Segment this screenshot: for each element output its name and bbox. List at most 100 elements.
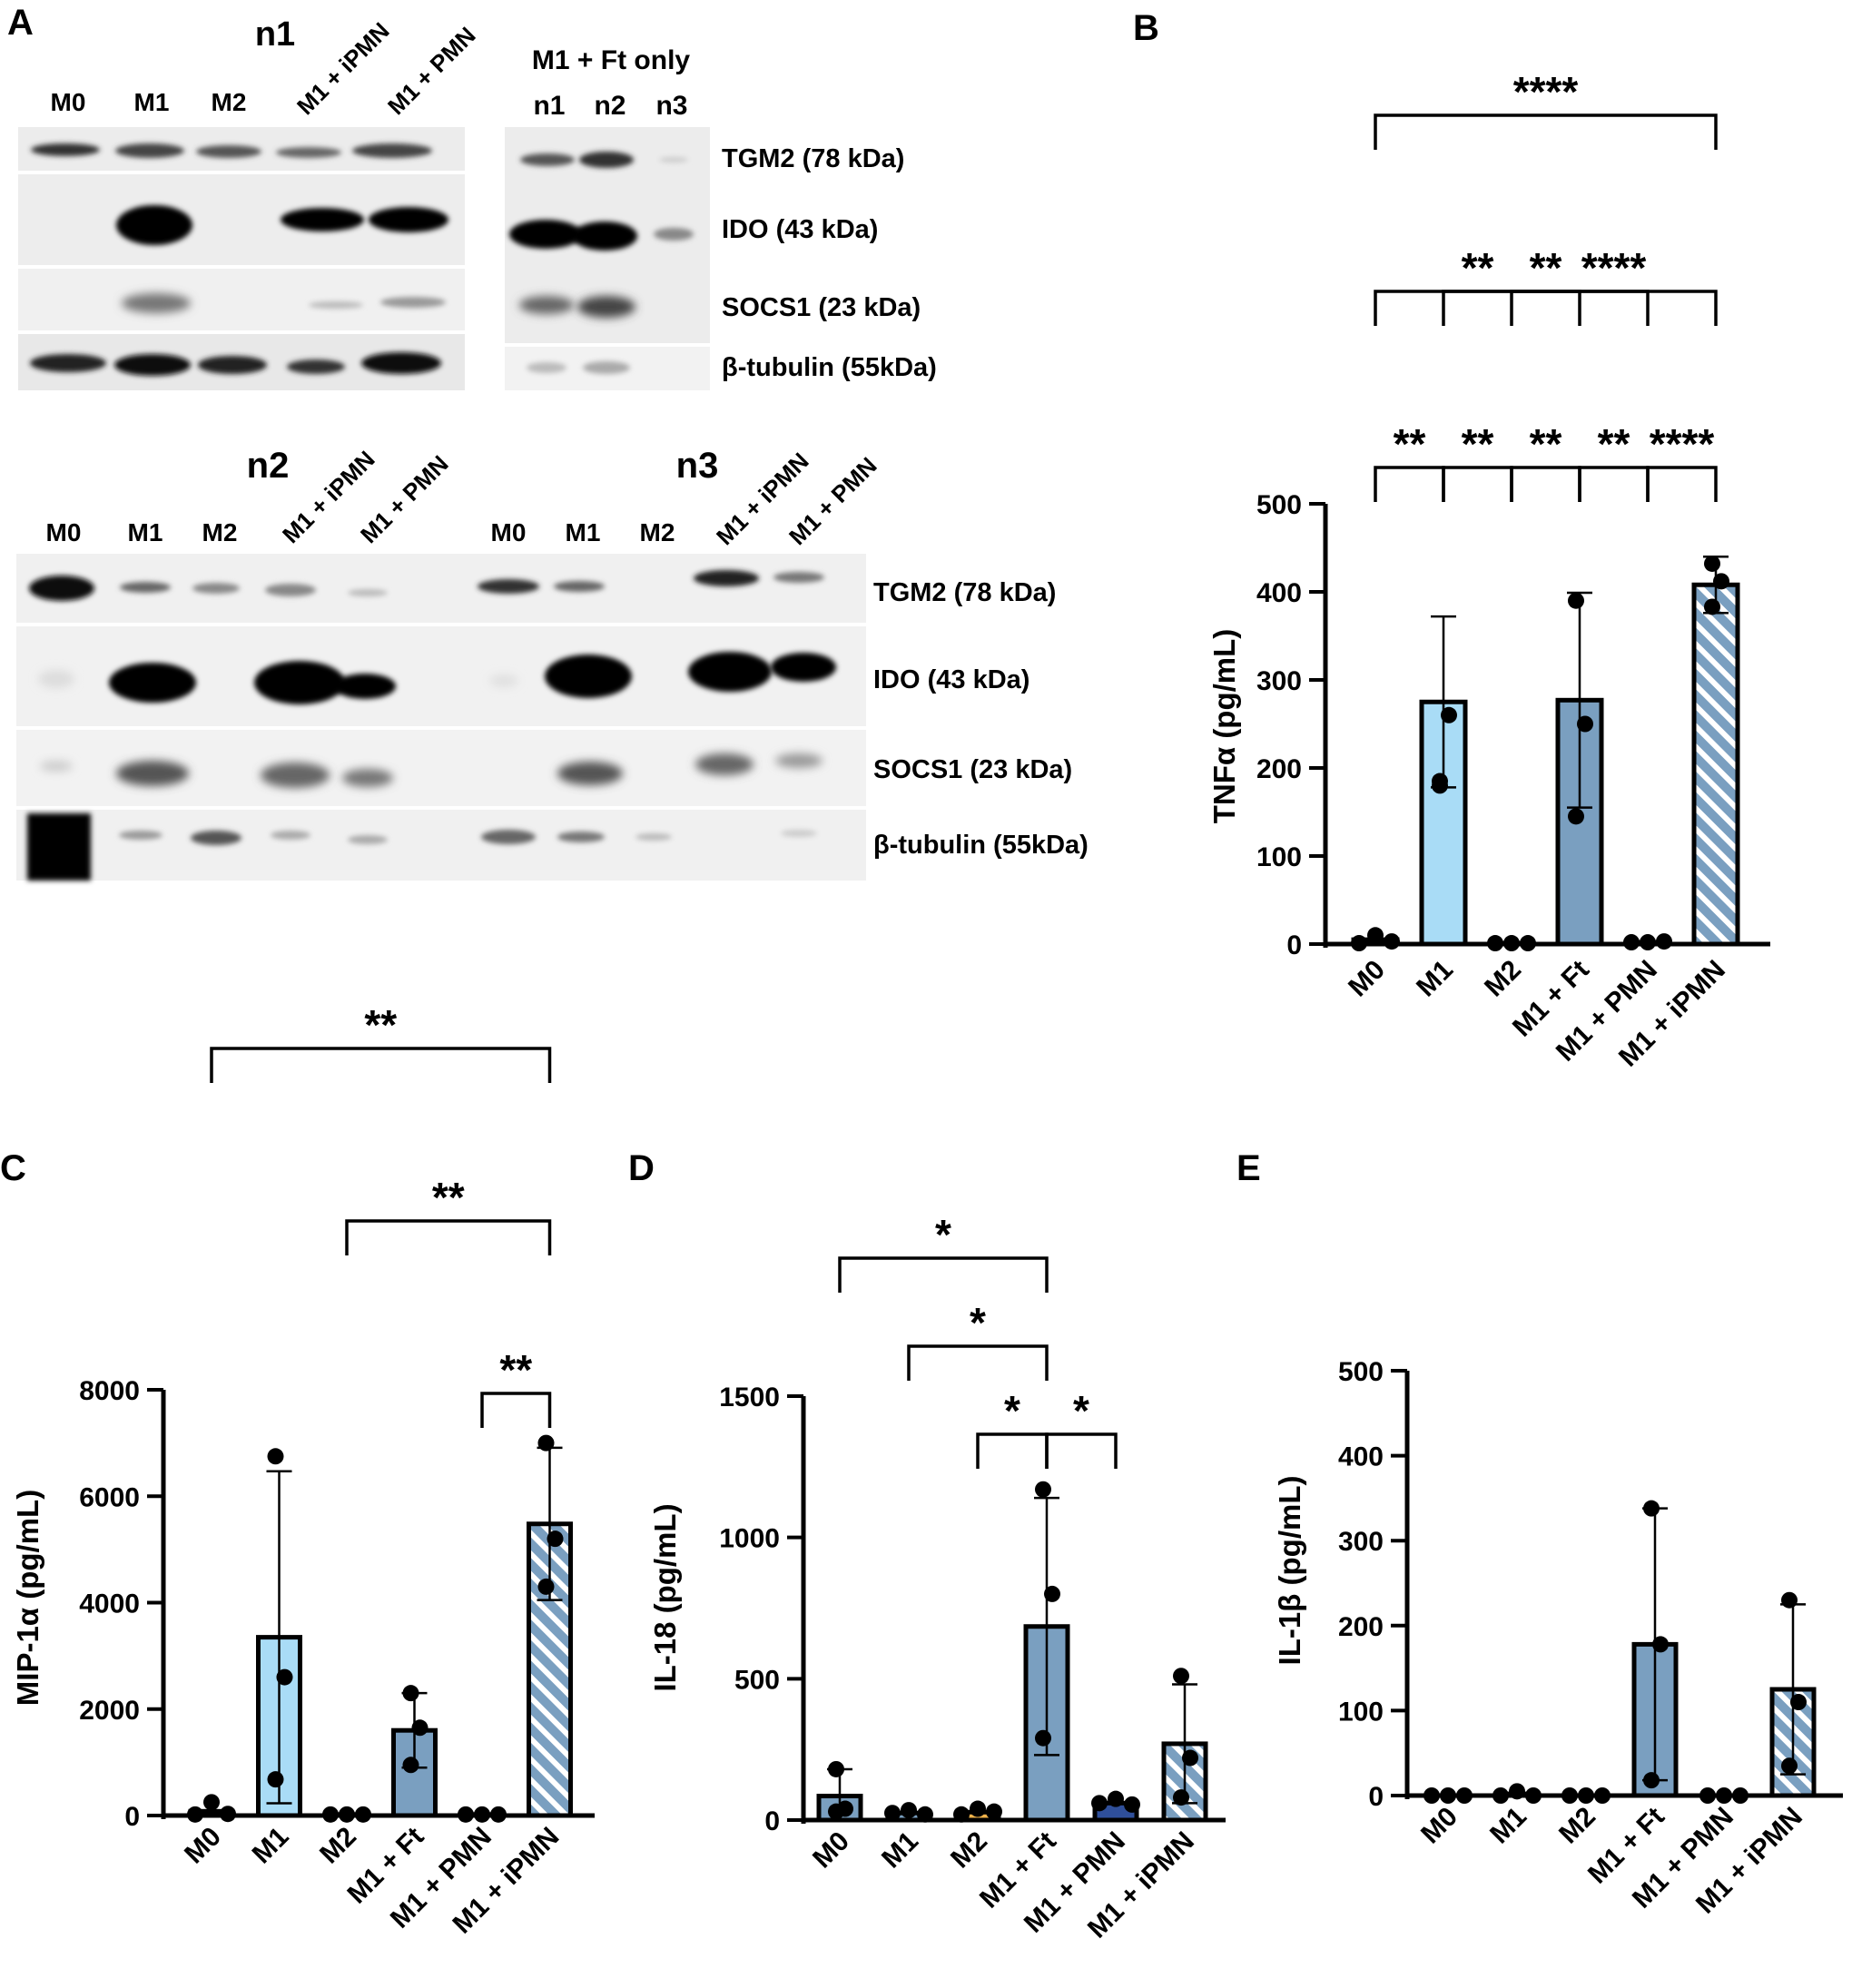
data-point: [1432, 777, 1448, 794]
band-label: TGM2 (78 kDa): [722, 144, 904, 173]
significance-bracket: [1045, 1432, 1118, 1469]
band: [281, 208, 364, 231]
data-point: [1367, 927, 1384, 944]
blot-n1: n1 M0 M1 M2 M1 + iPMN M1 + PMN: [18, 15, 481, 390]
band: [773, 572, 824, 583]
blot-ft-lane-label: n3: [655, 91, 687, 121]
data-point: [537, 1578, 555, 1595]
band: [557, 762, 623, 785]
band: [583, 361, 630, 374]
data-point: [1561, 1787, 1578, 1804]
band: [380, 297, 446, 308]
x-tick-label: M2: [1553, 1802, 1601, 1850]
data-point: [537, 1434, 555, 1452]
y-tick-label: 0: [764, 1806, 780, 1836]
data-point: [953, 1806, 970, 1823]
band: [771, 653, 836, 682]
data-point: [1568, 592, 1584, 609]
blot-n1-title: n1: [255, 15, 295, 54]
data-point: [1781, 1757, 1798, 1775]
bar: [1691, 582, 1740, 947]
data-point: [1594, 1787, 1611, 1804]
data-point: [1423, 1787, 1440, 1804]
band: [688, 652, 772, 692]
x-tick-label: M0: [1415, 1802, 1463, 1850]
x-tick-label: M1: [1484, 1802, 1532, 1850]
data-point: [1732, 1787, 1749, 1804]
band: [115, 143, 184, 158]
data-point: [474, 1806, 490, 1823]
data-point: [402, 1757, 419, 1774]
data-point: [1578, 1787, 1594, 1804]
data-point: [1520, 935, 1536, 952]
data-point: [1704, 555, 1720, 572]
band: [192, 583, 240, 594]
band: [695, 753, 754, 775]
significance-label: **: [1530, 244, 1562, 291]
blot-n2-n3: n2 n3 M0 M1 M2 M1 + iPMN M1 + PMN M0 M1 …: [16, 446, 1089, 881]
significance-label: *: [1004, 1387, 1020, 1434]
data-point: [1035, 1729, 1051, 1747]
band: [557, 832, 605, 842]
data-point: [1182, 1749, 1198, 1767]
data-point: [1509, 1783, 1525, 1800]
blot-ft-title: M1 + Ft only: [532, 45, 691, 75]
y-tick-label: 200: [1256, 754, 1302, 784]
data-point: [1035, 1481, 1051, 1498]
significance-label: ****: [1581, 244, 1647, 291]
band: [261, 763, 330, 788]
band: [572, 221, 637, 251]
data-point: [1704, 598, 1720, 615]
band: [114, 354, 191, 376]
blot-n2-lane-label: M1: [128, 518, 163, 546]
data-point: [1640, 934, 1656, 951]
blot-n3-lane-label: M2: [640, 518, 675, 546]
data-point: [1713, 573, 1729, 590]
band: [369, 207, 448, 232]
band: [309, 301, 363, 309]
band: [120, 582, 171, 593]
data-point: [1487, 935, 1503, 952]
band: [509, 220, 582, 249]
band: [27, 813, 91, 881]
data-point: [828, 1803, 844, 1820]
band: [38, 670, 74, 688]
significance-label: ****: [1650, 420, 1715, 467]
y-tick-label: 300: [1338, 1527, 1384, 1557]
band: [519, 296, 574, 314]
data-point: [276, 1668, 293, 1686]
band: [342, 769, 393, 787]
y-tick-label: 400: [1338, 1442, 1384, 1472]
band: [276, 147, 341, 158]
x-tick-label: M1: [876, 1826, 924, 1875]
significance-label: **: [1462, 420, 1494, 467]
band: [635, 833, 672, 841]
x-tick-label: M2: [1479, 955, 1527, 1003]
significance-label: *: [935, 1211, 951, 1258]
band: [577, 296, 635, 318]
band: [352, 143, 432, 158]
data-point: [1108, 1790, 1124, 1807]
band: [254, 661, 345, 704]
band: [29, 576, 94, 601]
data-point: [1568, 808, 1584, 825]
panel-label-d: D: [628, 1148, 655, 1188]
data-point: [1577, 715, 1593, 733]
data-point: [1492, 1787, 1509, 1804]
band-label: IDO (43 kDa): [722, 215, 878, 244]
band: [348, 835, 388, 844]
blot-n3-title: n3: [676, 446, 719, 486]
blot-n23-strip-tubulin: [16, 810, 866, 881]
band: [119, 831, 163, 840]
band-label: TGM2 (78 kDa): [873, 578, 1056, 607]
significance-bracket: [1578, 466, 1650, 502]
data-point: [901, 1802, 917, 1819]
band: [654, 228, 694, 241]
significance-bracket: [1442, 290, 1650, 326]
band: [265, 584, 316, 596]
band: [781, 830, 817, 837]
